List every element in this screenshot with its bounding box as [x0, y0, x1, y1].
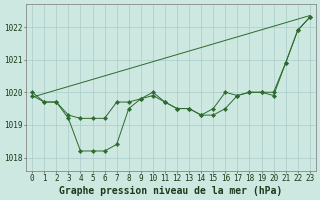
X-axis label: Graphe pression niveau de la mer (hPa): Graphe pression niveau de la mer (hPa) [60, 186, 283, 196]
